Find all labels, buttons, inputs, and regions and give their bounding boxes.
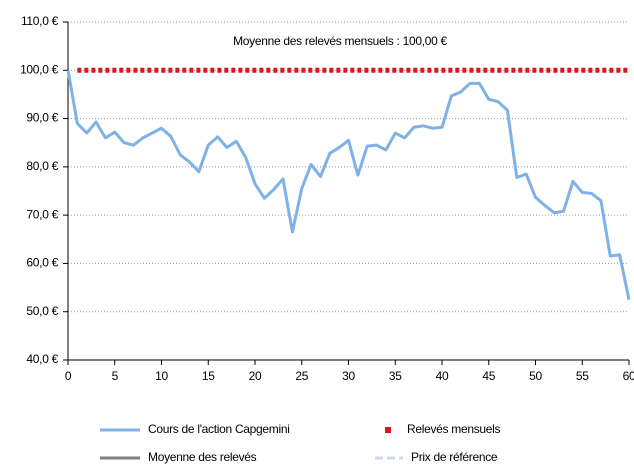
x-tick-label: 10: [155, 369, 168, 383]
y-tick-label: 110,0 €: [21, 14, 59, 28]
y-tick-label: 80,0 €: [26, 159, 58, 173]
x-tick-label: 55: [576, 369, 589, 383]
x-tick-label: 45: [482, 369, 495, 383]
x-tick-label: 0: [65, 369, 72, 383]
y-tick-label: 50,0 €: [26, 304, 58, 318]
y-tick-label: 70,0 €: [26, 207, 58, 221]
x-tick-label: 30: [342, 369, 355, 383]
x-tick-label: 35: [389, 369, 402, 383]
legend-label: Relevés mensuels: [407, 422, 501, 436]
y-tick-label: 60,0 €: [26, 256, 58, 270]
x-tick-label: 60: [623, 369, 634, 383]
y-tick-label: 100,0 €: [20, 62, 59, 76]
x-tick-label: 20: [249, 369, 262, 383]
annotation: Moyenne des relevés mensuels : 100,00 €: [233, 34, 447, 48]
x-tick-label: 40: [436, 369, 449, 383]
x-tick-label: 25: [295, 369, 308, 383]
x-tick-label: 15: [202, 369, 215, 383]
legend-label: Cours de l'action Capgemini: [148, 422, 290, 436]
legend-swatch: [385, 427, 391, 433]
y-tick-label: 40,0 €: [26, 352, 58, 366]
legend-label: Prix de référence: [411, 450, 498, 464]
legend-label: Moyenne des relevés: [148, 450, 257, 464]
x-tick-label: 5: [112, 369, 119, 383]
series-line: [66, 70, 631, 300]
x-tick-label: 50: [529, 369, 542, 383]
y-tick-label: 90,0 €: [26, 111, 58, 125]
